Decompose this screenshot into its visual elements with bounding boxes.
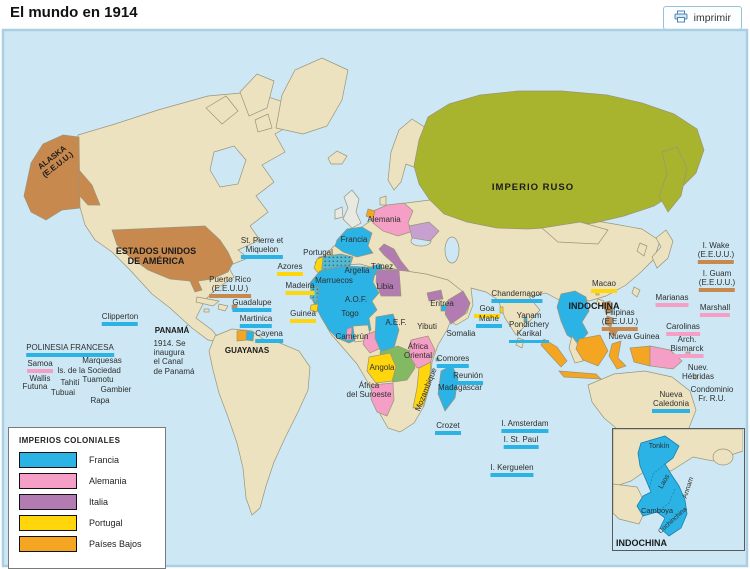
region-africa-suroeste bbox=[370, 382, 395, 417]
legend-swatch bbox=[19, 535, 77, 552]
region-pondichery bbox=[523, 316, 528, 323]
inset-internal-borders bbox=[648, 463, 676, 513]
legend-swatch bbox=[19, 472, 77, 489]
region-japon bbox=[651, 229, 674, 269]
print-button-label: imprimir bbox=[693, 12, 731, 24]
region-hispaniola bbox=[217, 303, 229, 312]
inset-region-siam bbox=[612, 483, 648, 525]
legend-items: Francia Alemania Italia Portugal Países Bajo… bbox=[9, 449, 165, 554]
region-mozambique bbox=[412, 361, 432, 409]
region-guinea-portuguesa bbox=[309, 303, 319, 313]
legend-label: Portugal bbox=[89, 517, 123, 528]
legend-item: Francia bbox=[9, 449, 165, 470]
region-somalia bbox=[444, 290, 471, 325]
region-uk bbox=[342, 189, 362, 229]
printer-icon bbox=[674, 10, 688, 26]
legend-swatch bbox=[19, 514, 77, 531]
region-iceland bbox=[327, 150, 348, 165]
region-celebes bbox=[608, 340, 627, 370]
legend-swatch bbox=[19, 493, 77, 510]
inset-region-indochina bbox=[636, 435, 688, 537]
region-cuba bbox=[195, 296, 220, 307]
legend-item: Italia bbox=[9, 491, 165, 512]
region-caspian-sea bbox=[444, 236, 460, 264]
region-java bbox=[558, 370, 602, 380]
region-hebridas bbox=[693, 374, 698, 380]
region-indochina-francesa bbox=[556, 290, 590, 344]
region-taiwan bbox=[631, 286, 641, 298]
legend-label: Alemania bbox=[89, 475, 127, 486]
region-denmark bbox=[379, 195, 387, 206]
legend-item: Alemania bbox=[9, 470, 165, 491]
legend: IMPERIOS COLONIALES Francia Alemania Itali… bbox=[8, 427, 166, 569]
region-bismarck bbox=[685, 351, 691, 356]
indochina-inset-map bbox=[612, 428, 744, 549]
region-eritrea bbox=[426, 289, 444, 302]
region-alaska-panhandle bbox=[78, 169, 101, 206]
legend-item: Portugal bbox=[9, 512, 165, 533]
region-comores bbox=[435, 357, 440, 362]
region-borneo bbox=[575, 334, 609, 367]
region-nueva-guinea-alemana bbox=[649, 345, 683, 370]
legend-swatch bbox=[19, 451, 77, 468]
region-mongolia bbox=[541, 221, 609, 245]
region-togo bbox=[345, 326, 353, 341]
legend-label: Italia bbox=[89, 496, 109, 507]
legend-item: Países Bajos bbox=[9, 533, 165, 554]
region-guayana-francesa bbox=[245, 330, 255, 342]
region-sumatra bbox=[540, 338, 568, 368]
region-francia bbox=[334, 226, 374, 258]
region-greenland bbox=[275, 57, 349, 135]
map-border bbox=[1, 28, 749, 568]
region-russia bbox=[413, 90, 705, 230]
region-angola bbox=[366, 352, 397, 384]
indochina-inset: INDOCHINA bbox=[612, 428, 745, 551]
region-macao bbox=[595, 291, 600, 296]
region-jamaica bbox=[203, 308, 210, 313]
inset-region-hainan bbox=[712, 448, 734, 466]
region-hudson-bay bbox=[209, 145, 247, 188]
region-kamchatka bbox=[658, 146, 688, 213]
region-goa bbox=[499, 306, 504, 314]
region-puerto-rico bbox=[231, 304, 238, 310]
region-corea bbox=[636, 242, 648, 257]
region-usa bbox=[111, 225, 234, 293]
region-guayana-holandesa bbox=[236, 329, 248, 342]
inset-title: INDOCHINA bbox=[616, 538, 667, 548]
legend-title: IMPERIOS COLONIALES bbox=[19, 436, 121, 445]
legend-label: Francia bbox=[89, 454, 120, 465]
region-libia bbox=[375, 269, 402, 297]
page-title: El mundo en 1914 bbox=[10, 4, 138, 21]
region-ireland bbox=[334, 206, 344, 220]
region-reunion bbox=[461, 381, 466, 386]
region-austria-hungria bbox=[408, 221, 440, 242]
region-paises-bajos bbox=[365, 208, 376, 220]
region-arctic-islands bbox=[205, 73, 275, 133]
legend-label: Países Bajos bbox=[89, 538, 142, 549]
region-hainan bbox=[595, 298, 605, 308]
